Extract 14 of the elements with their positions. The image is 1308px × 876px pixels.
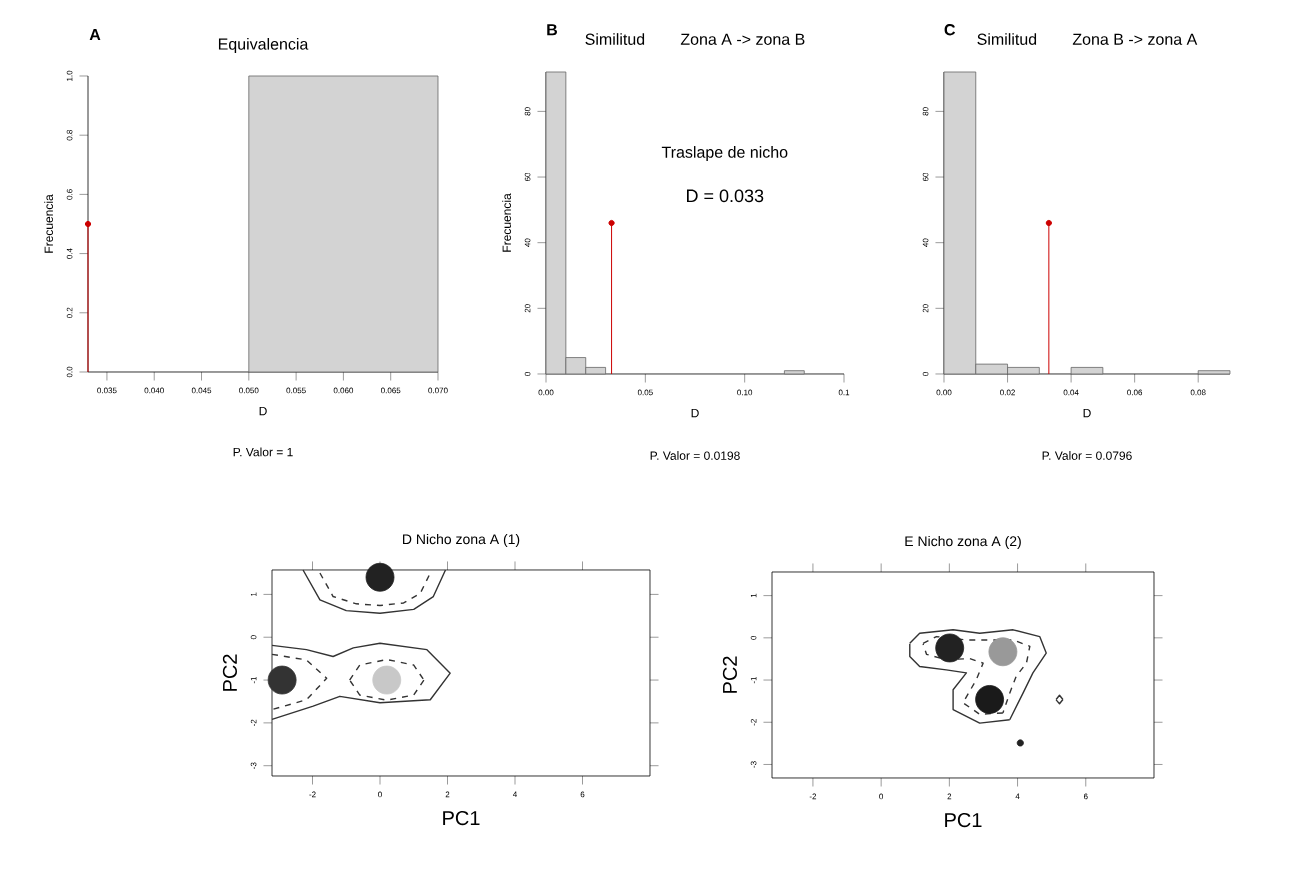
x-axis-title: PC1 — [443, 810, 480, 826]
text: B — [547, 24, 558, 36]
text: A — [89, 29, 101, 41]
y-axis-title: PC2 — [722, 656, 737, 693]
annotation: Traslape de nicho — [661, 146, 788, 161]
chart-title: Similitud — [585, 33, 645, 45]
x-axis-title: PC1 — [945, 812, 982, 828]
chart-title: Equivalencia — [218, 38, 309, 53]
chart-subtitle: Zona B -> zona A — [1072, 33, 1198, 45]
chart-subtitle: Zona A -> zona B — [680, 33, 805, 45]
y-axis-title: PC2 — [222, 654, 238, 691]
chart-title: Similitud — [977, 33, 1037, 45]
text: C — [944, 24, 956, 36]
annotation: D = 0.033 — [687, 189, 764, 203]
